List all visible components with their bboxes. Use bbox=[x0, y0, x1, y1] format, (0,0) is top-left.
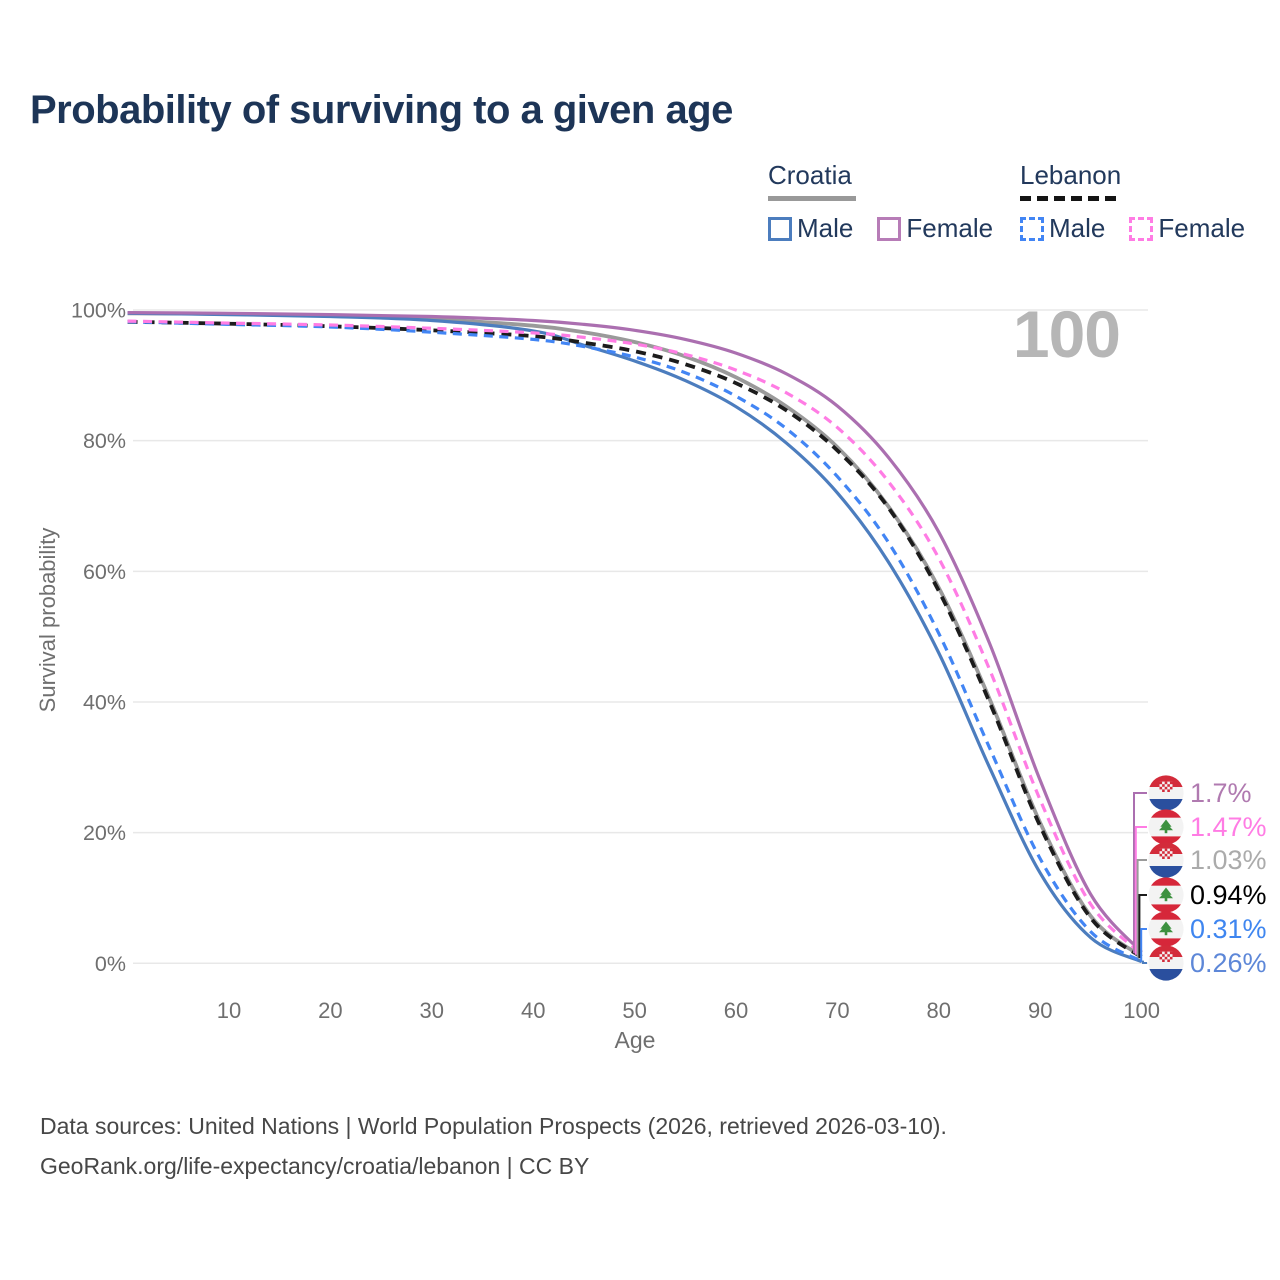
legend-label: Female bbox=[906, 213, 994, 243]
lebanon-flag-icon bbox=[1148, 877, 1184, 913]
curves bbox=[127, 311, 1143, 964]
legend-country-croatia: Croatia bbox=[768, 160, 852, 190]
croatia-flag-icon bbox=[1148, 775, 1184, 811]
end-labels: 1.7% 1.47%1.03% 0.94% 0.31% 0.26% bbox=[1148, 775, 1267, 981]
x-tick-label: 40 bbox=[521, 998, 545, 1023]
y-tick-label: 40% bbox=[83, 690, 126, 714]
x-axis-ticks: 10 20 30 40 50 60 70 80 90 100 bbox=[217, 998, 1160, 1023]
x-tick-label: 70 bbox=[825, 998, 849, 1023]
lebanon-male-swatch-icon bbox=[1020, 216, 1044, 241]
curve-croatia_total bbox=[127, 311, 1143, 959]
x-tick-label: 90 bbox=[1028, 998, 1052, 1023]
legend-group-lebanon: Lebanon Male Female bbox=[1020, 160, 1269, 244]
croatia-female-swatch-icon bbox=[877, 216, 902, 241]
y-tick-label: 60% bbox=[83, 560, 126, 584]
curve-lebanon_female bbox=[127, 319, 1143, 955]
croatia-solid-line-key bbox=[768, 196, 856, 201]
legend-label: Male bbox=[797, 213, 854, 243]
end-label-connectors bbox=[1133, 792, 1147, 964]
curve-lebanon_male bbox=[127, 320, 1143, 963]
curve-croatia_female bbox=[127, 311, 1143, 954]
page-title: Probability of surviving to a given age bbox=[30, 88, 733, 132]
legend-label: Male bbox=[1049, 213, 1106, 243]
x-axis-title: Age bbox=[614, 1027, 656, 1053]
croatia-flag-icon bbox=[1148, 842, 1184, 878]
end-label-croatia_total: 1.03% bbox=[1190, 845, 1267, 875]
lebanon-flag-icon bbox=[1148, 809, 1184, 845]
end-label-croatia_male: 0.26% bbox=[1190, 948, 1267, 978]
lebanon-flag-icon bbox=[1148, 911, 1184, 947]
curve-lebanon_total bbox=[127, 319, 1143, 959]
end-label-lebanon_male: 0.31% bbox=[1190, 914, 1267, 944]
curve-croatia_male bbox=[127, 311, 1143, 964]
x-tick-label: 10 bbox=[217, 998, 241, 1023]
legend-item-lebanon-female: Female bbox=[1129, 213, 1245, 244]
connector-lebanon_male bbox=[1140, 928, 1147, 963]
x-tick-label: 60 bbox=[724, 998, 748, 1023]
y-tick-label: 20% bbox=[83, 821, 126, 845]
x-tick-label: 20 bbox=[318, 998, 342, 1023]
legend-label: Female bbox=[1158, 213, 1246, 243]
legend-item-croatia-female: Female bbox=[877, 213, 993, 244]
end-label-lebanon_total: 0.94% bbox=[1190, 880, 1267, 910]
legend-item-croatia-male: Male bbox=[768, 213, 853, 244]
legend-country-lebanon: Lebanon bbox=[1020, 160, 1122, 190]
croatia-male-swatch-icon bbox=[768, 216, 792, 241]
connector-croatia_male bbox=[1141, 960, 1147, 964]
croatia-flag-icon bbox=[1148, 945, 1184, 981]
legend-item-lebanon-male: Male bbox=[1020, 213, 1105, 244]
lebanon-female-swatch-icon bbox=[1129, 216, 1154, 241]
footer-line-attribution: GeoRank.org/life-expectancy/croatia/leba… bbox=[40, 1153, 590, 1179]
lebanon-dashed-line-key bbox=[1020, 196, 1118, 201]
legend-group-croatia: Croatia Male Female bbox=[768, 160, 1017, 244]
gridlines bbox=[133, 309, 1148, 965]
footer-line-sources: Data sources: United Nations | World Pop… bbox=[40, 1113, 947, 1139]
x-tick-label: 30 bbox=[420, 998, 444, 1023]
x-tick-label: 100 bbox=[1123, 998, 1160, 1023]
end-label-croatia_female: 1.7% bbox=[1190, 778, 1252, 808]
x-tick-label: 50 bbox=[622, 998, 646, 1023]
end-label-lebanon_female: 1.47% bbox=[1190, 812, 1267, 842]
y-tick-label: 80% bbox=[83, 429, 126, 453]
data-source-footer: Data sources: United Nations | World Pop… bbox=[40, 1106, 947, 1186]
y-tick-label: 100% bbox=[71, 299, 126, 323]
y-tick-label: 0% bbox=[95, 952, 126, 976]
x-tick-label: 80 bbox=[927, 998, 951, 1023]
y-axis-ticks: 0% 20% 40% 60% 80% 100% bbox=[71, 299, 126, 976]
y-axis-title: Survival probability bbox=[35, 527, 60, 713]
